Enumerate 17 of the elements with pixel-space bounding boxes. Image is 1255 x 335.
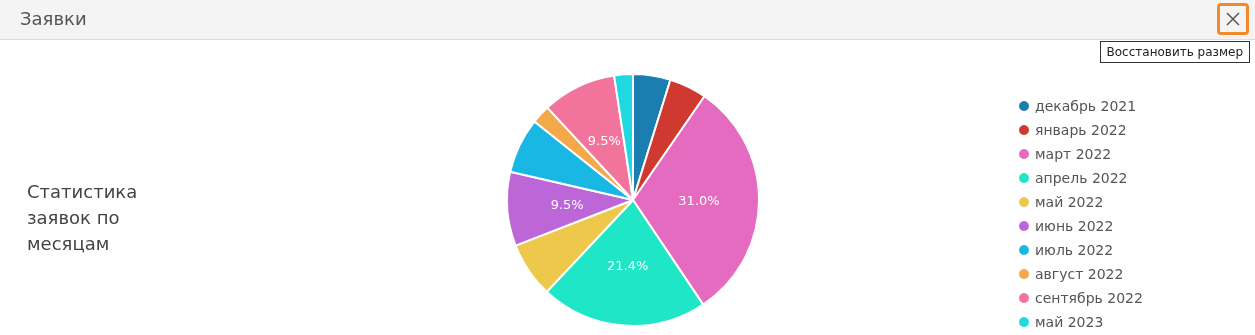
legend-label: август 2022	[1035, 266, 1124, 282]
legend-label: май 2023	[1035, 314, 1104, 330]
data-label: 31.0%	[678, 192, 720, 208]
legend-label: июнь 2022	[1035, 218, 1114, 234]
data-label: 21.4%	[606, 258, 649, 274]
legend-label: сентябрь 2022	[1035, 290, 1143, 306]
legend-label: январь 2022	[1035, 122, 1127, 138]
data-label: 9.5%	[550, 197, 584, 213]
legend-label: декабрь 2021	[1035, 98, 1137, 114]
text: Статистика заявок по месяцам	[27, 180, 143, 254]
legend-label: апрель 2022	[1035, 170, 1128, 186]
legend-label: июль 2022	[1035, 242, 1114, 258]
data-label: 9.5%	[587, 133, 621, 149]
text: Восстановить размер	[1099, 41, 1250, 63]
text: Заявки	[20, 8, 87, 29]
legend-label: март 2022	[1035, 146, 1112, 162]
legend-label: май 2022	[1035, 194, 1104, 210]
